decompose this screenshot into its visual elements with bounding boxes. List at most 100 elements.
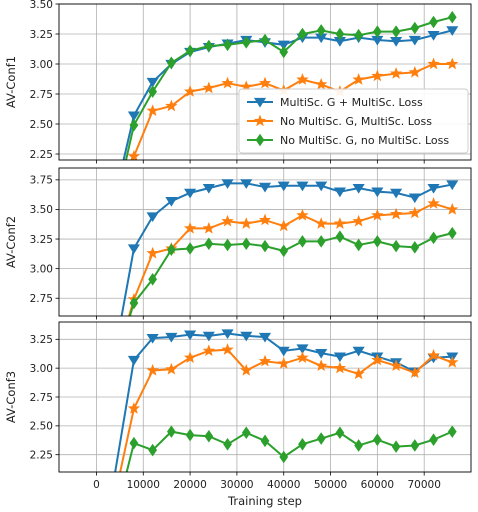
data-point (127, 244, 140, 255)
data-point (335, 230, 345, 243)
y-tick-label: 3.00 (30, 363, 53, 375)
data-point (146, 334, 159, 344)
data-point (298, 438, 307, 451)
data-point (429, 231, 438, 245)
y-tick-label: 3.25 (30, 29, 53, 41)
y-axis-label: AV-Conf2 (4, 216, 18, 268)
data-point (372, 25, 382, 38)
x-tick-label: 20000 (173, 479, 206, 491)
y-tick-label: 3.25 (30, 234, 53, 246)
series-group (122, 10, 459, 160)
data-point (166, 56, 176, 70)
data-point (296, 344, 309, 355)
data-point (335, 426, 345, 440)
data-point (221, 179, 234, 189)
data-point (335, 27, 345, 41)
data-point (391, 239, 401, 253)
data-point (183, 351, 197, 363)
data-point (372, 433, 382, 446)
y-tick-label: 2.25 (30, 449, 53, 461)
panel-3: 2.25 2.50 2.75 3.00 3.25 AV-Conf3 0 10000 20000 3… (4, 321, 472, 508)
data-point (260, 239, 270, 253)
data-point (315, 77, 328, 90)
legend-swatch-marker (255, 133, 265, 147)
data-point (391, 440, 401, 453)
data-point (166, 243, 176, 256)
y-tick-label: 3.50 (30, 0, 53, 11)
data-point (258, 354, 272, 367)
data-point (165, 99, 178, 112)
y-tick-label: 3.50 (30, 204, 53, 216)
data-point (258, 76, 272, 89)
data-point (315, 181, 328, 192)
data-point (129, 436, 139, 450)
data-point (240, 331, 253, 342)
data-point (184, 188, 197, 199)
y-axis-label: AV-Conf3 (4, 371, 18, 423)
data-point (279, 45, 289, 59)
data-point (165, 362, 178, 375)
data-point (446, 355, 459, 368)
data-point (427, 349, 440, 361)
x-tick-label: 60000 (361, 479, 394, 491)
y-tick-label: 2.75 (30, 89, 53, 101)
plot-frame (58, 167, 472, 317)
data-point (446, 180, 459, 191)
data-point (146, 104, 159, 117)
data-point (298, 27, 307, 41)
legend-entry: No MultiSc. G, MultiSc. Loss (280, 115, 432, 128)
x-tick-label: 50000 (314, 479, 347, 491)
y-tick-label: 3.00 (30, 263, 53, 275)
data-point (165, 332, 178, 343)
data-point (333, 352, 346, 363)
data-point (446, 203, 459, 215)
data-point (240, 217, 253, 229)
data-point (390, 188, 403, 199)
data-point (204, 39, 214, 53)
data-point (298, 235, 307, 248)
legend-box (238, 88, 469, 154)
data-point (241, 36, 251, 49)
legend-swatch-marker (253, 114, 267, 127)
data-point (296, 73, 309, 85)
data-point (223, 38, 232, 52)
data-point (184, 330, 197, 341)
data-point (277, 181, 290, 192)
data-point (389, 359, 403, 372)
x-tick-label: 70000 (407, 479, 440, 491)
data-point (391, 25, 401, 38)
data-point (202, 183, 215, 194)
data-point (258, 182, 272, 193)
data-point (260, 434, 270, 448)
data-point (316, 235, 326, 248)
data-point (202, 331, 215, 342)
data-point (204, 237, 214, 251)
y-tick-label: 3.75 (30, 175, 53, 187)
panel-2: 2.75 3.00 3.25 3.50 3.75 AV-Conf2 (4, 167, 472, 320)
data-point (410, 439, 420, 452)
data-point (148, 273, 158, 286)
data-point (221, 214, 234, 227)
data-point (410, 21, 420, 35)
data-point (146, 364, 159, 376)
data-point (127, 355, 140, 366)
data-point (146, 212, 159, 223)
data-point (352, 214, 365, 227)
data-point (202, 81, 215, 94)
data-point (127, 149, 141, 160)
data-point (277, 346, 290, 357)
y-tick-label: 3.00 (30, 59, 53, 71)
data-point (129, 118, 139, 132)
data-point (315, 359, 328, 372)
data-point (165, 197, 178, 207)
data-point (354, 439, 364, 452)
data-point (333, 361, 347, 374)
data-point (427, 197, 440, 209)
data-point (148, 85, 158, 98)
data-point (185, 242, 195, 255)
y-axis-label: AV-Conf1 (4, 56, 18, 108)
data-point (333, 217, 347, 229)
data-point (223, 438, 232, 451)
data-point (260, 33, 270, 47)
plot-frame (58, 3, 472, 161)
